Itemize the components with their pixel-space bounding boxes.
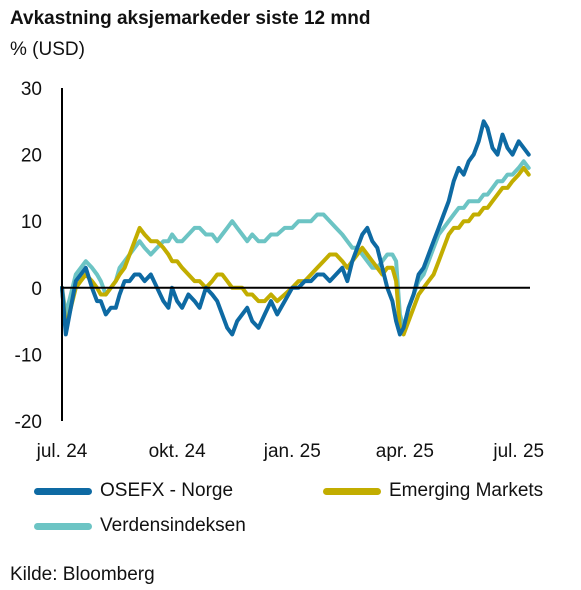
- legend-swatch-emerging-markets: [323, 487, 381, 495]
- x-tick-label: apr. 25: [376, 441, 434, 462]
- x-tick-label: jul. 24: [36, 441, 88, 462]
- source-note: Kilde: Bloomberg: [10, 564, 155, 585]
- axis-layer: [61, 88, 530, 421]
- y-tick-label: 0: [31, 279, 42, 300]
- tick-label-layer: 30 20 10 0 -10 -20 jul. 24 okt. 24 jan. 25 apr. 2…: [15, 79, 545, 462]
- legend-swatch-osefx: [34, 487, 92, 495]
- y-tick-label: -10: [15, 345, 42, 366]
- legend-label-verdensindeksen: Verdensindeksen: [100, 515, 246, 536]
- legend-label-emerging-markets: Emerging Markets: [389, 480, 544, 501]
- series-line-osefx: [60, 119, 531, 337]
- legend-item-emerging-markets: Emerging Markets: [323, 480, 543, 502]
- y-tick-label: 20: [21, 146, 42, 167]
- y-tick-label: -20: [15, 412, 42, 433]
- series-layer: [60, 119, 531, 337]
- legend-item-osefx: OSEFX - Norge: [34, 480, 233, 502]
- legend-item-verdensindeksen: Verdensindeksen: [34, 515, 246, 537]
- x-tick-label: jan. 25: [263, 441, 321, 462]
- series-line-emerging-markets: [60, 165, 531, 337]
- chart-title: Avkastning aksjemarkeder siste 12 mnd: [10, 8, 371, 29]
- y-tick-label: 10: [21, 212, 42, 233]
- line-chart: 30 20 10 0 -10 -20 jul. 24 okt. 24 jan. 25 apr. 2…: [15, 79, 545, 462]
- legend-label-osefx: OSEFX - Norge: [100, 480, 234, 501]
- y-axis-label: % (USD): [10, 39, 85, 60]
- x-tick-label: jul. 25: [492, 441, 544, 462]
- x-tick-label: okt. 24: [149, 441, 206, 462]
- legend-swatch-verdensindeksen: [34, 522, 92, 530]
- y-tick-label: 30: [21, 79, 42, 100]
